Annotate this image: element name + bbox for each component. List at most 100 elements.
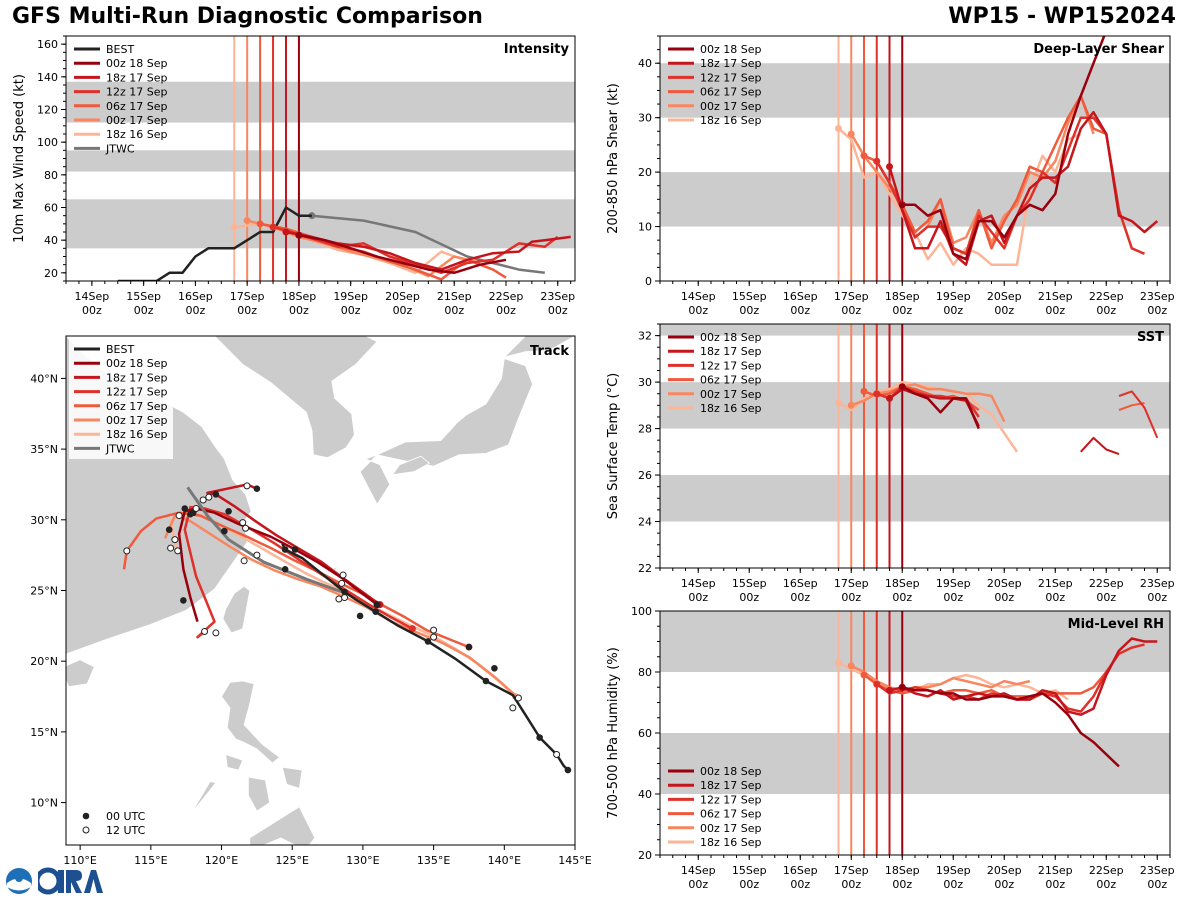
- shaded-band: [660, 172, 1170, 227]
- legend-label: 12z 17 Sep: [700, 71, 762, 84]
- x-tick-day: 20Sep: [987, 290, 1022, 303]
- legend-label: 00 UTC: [106, 810, 146, 823]
- marker-12utc: [167, 544, 175, 552]
- noaa-cira-logo: [4, 866, 104, 896]
- marker-00utc: [373, 601, 381, 608]
- x-tick-hour: 00z: [994, 304, 1014, 317]
- x-tick-day: 23Sep: [1140, 290, 1175, 303]
- lon-tick-label: 115°E: [134, 854, 167, 867]
- marker-12utc: [174, 547, 182, 555]
- x-tick-day: 21Sep: [437, 290, 472, 303]
- lon-tick-label: 140°E: [488, 854, 521, 867]
- legend-label: 00z 17 Sep: [106, 414, 168, 427]
- y-tick-label: 80: [638, 666, 652, 679]
- shaded-band: [660, 475, 1170, 522]
- x-tick-hour: 00z: [688, 591, 708, 604]
- series-init-marker: [243, 217, 251, 225]
- y-tick-label: 60: [44, 202, 58, 215]
- legend-label: 18z 17 Sep: [700, 779, 762, 792]
- marker-00utc: [424, 638, 432, 645]
- y-tick-label: 160: [37, 38, 58, 51]
- x-tick-day: 17Sep: [834, 864, 869, 877]
- lat-tick-label: 20°N: [30, 655, 58, 668]
- x-tick-day: 22Sep: [1089, 864, 1124, 877]
- y-tick-label: 28: [638, 423, 652, 436]
- panel-title: Deep-Layer Shear: [1033, 42, 1164, 57]
- lat-tick-label: 25°N: [30, 585, 58, 598]
- marker-00utc: [491, 664, 498, 672]
- x-tick-hour: 00z: [1045, 304, 1065, 317]
- x-tick-day: 16Sep: [783, 577, 818, 590]
- x-tick-day: 19Sep: [936, 577, 971, 590]
- y-tick-label: 20: [638, 166, 652, 179]
- land-samar: [281, 766, 303, 789]
- x-tick-day: 19Sep: [936, 290, 971, 303]
- land-palawan: [181, 780, 217, 826]
- series-00z-18-Sep: [902, 686, 1120, 768]
- lat-tick-label: 15°N: [30, 726, 58, 739]
- x-tick-hour: 00z: [134, 304, 154, 317]
- x-tick-day: 20Sep: [385, 290, 420, 303]
- marker-12utc: [430, 626, 438, 634]
- panel-title: Mid-Level RH: [1068, 617, 1164, 632]
- series-00z-18-Sep: [902, 36, 1106, 261]
- lon-tick-label: 125°E: [275, 854, 308, 867]
- series-18z-16-Sep: [837, 380, 1019, 453]
- panel-shear: 01020304014Sep00z15Sep00z16Sep00z17Sep00…: [606, 35, 1175, 317]
- marker-00utc: [165, 526, 173, 534]
- marker-12utc: [175, 512, 183, 520]
- land-panay-negros: [247, 776, 271, 812]
- y-tick-label: 80: [44, 169, 58, 182]
- x-tick-day: 18Sep: [885, 864, 920, 877]
- shaded-band: [660, 324, 1170, 336]
- lat-tick-label: 10°N: [30, 797, 58, 810]
- lat-tick-label: 30°N: [30, 514, 58, 527]
- x-tick-hour: 00z: [548, 304, 568, 317]
- legend-label: 18z 17 Sep: [106, 71, 168, 84]
- y-tick-label: 30: [638, 376, 652, 389]
- x-tick-day: 17Sep: [834, 290, 869, 303]
- x-tick-hour: 00z: [1147, 591, 1167, 604]
- legend-marker-00: [82, 812, 90, 820]
- x-tick-day: 18Sep: [885, 290, 920, 303]
- x-tick-hour: 00z: [1045, 878, 1065, 891]
- series-init-marker: [898, 383, 906, 391]
- marker-12utc: [192, 504, 200, 512]
- marker-12utc: [338, 579, 346, 587]
- legend-label: BEST: [106, 343, 134, 356]
- jtwc-line: [311, 214, 545, 275]
- series-init-marker: [886, 163, 893, 171]
- y-axis-label: 200-850 hPa Shear (kt): [606, 83, 621, 234]
- marker-00utc: [536, 734, 543, 741]
- legend-label: JTWC: [105, 442, 135, 455]
- marker-12utc: [253, 551, 261, 559]
- marker-12utc: [201, 628, 209, 636]
- panel-title: Intensity: [504, 42, 570, 57]
- x-tick-hour: 00z: [841, 304, 861, 317]
- legend-label: 00z 18 Sep: [700, 43, 762, 56]
- y-tick-label: 32: [638, 330, 652, 343]
- legend-label: 00z 18 Sep: [700, 765, 762, 778]
- shaded-band: [66, 150, 575, 172]
- series-init-marker: [835, 659, 842, 667]
- series-init-marker: [860, 152, 868, 160]
- legend-label: 18z 17 Sep: [700, 345, 762, 358]
- x-tick-hour: 00z: [739, 304, 759, 317]
- best-track-line: [117, 206, 312, 281]
- x-tick-hour: 00z: [892, 304, 912, 317]
- legend-label: 00z 18 Sep: [700, 331, 762, 344]
- marker-12utc: [242, 524, 250, 532]
- y-tick-label: 26: [638, 469, 652, 482]
- legend-label: 18z 16 Sep: [700, 836, 762, 849]
- legend-label: 12z 17 Sep: [106, 86, 168, 99]
- x-tick-day: 20Sep: [987, 577, 1022, 590]
- marker-12utc: [430, 633, 438, 641]
- marker-12utc: [123, 547, 131, 555]
- x-tick-day: 14Sep: [75, 290, 110, 303]
- x-tick-hour: 00z: [841, 591, 861, 604]
- plot-area: [660, 611, 1170, 855]
- series-00z-18-Sep: [901, 385, 980, 430]
- series-init-marker: [873, 390, 881, 398]
- marker-00utc: [281, 565, 289, 573]
